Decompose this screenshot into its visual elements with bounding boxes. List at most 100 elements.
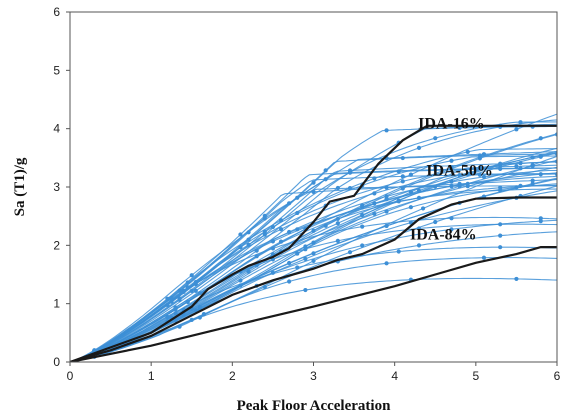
ida-record-point: [262, 216, 267, 221]
ida-record-point: [400, 186, 405, 191]
y-tick-label: 4: [53, 122, 60, 136]
ida-record-point: [197, 304, 202, 310]
ida-record-point: [416, 243, 422, 248]
ida-record-point: [238, 232, 243, 237]
y-tick-label: 0: [53, 355, 60, 369]
ida-record-point: [457, 181, 462, 187]
ida-record-point: [189, 273, 194, 278]
ida-record-point: [433, 167, 438, 172]
ida-record-curve: [70, 151, 557, 362]
ida-record-curve: [70, 277, 557, 362]
ida-record-curve: [70, 223, 557, 362]
ida-record-point: [278, 218, 284, 223]
annotations: IDA-16% IDA-50% IDA-84%: [410, 116, 493, 244]
y-axis-ticks: 0 1 2 3 4 5 6: [53, 5, 70, 369]
ida-record-point: [303, 256, 308, 261]
ida-record-point: [246, 269, 251, 274]
ida-record-point: [173, 305, 178, 310]
ida-record-point: [518, 166, 523, 171]
ida-record-point: [262, 284, 267, 290]
ida-record-point: [400, 155, 405, 161]
ida-record-point: [360, 224, 365, 229]
ida-record-point: [477, 156, 482, 161]
ida-record-point: [197, 315, 202, 320]
ida-record-point: [554, 159, 557, 164]
ida-record-point: [416, 226, 422, 231]
ida-record-point: [481, 255, 487, 260]
ida-record-point: [323, 168, 328, 173]
ida-fractile-curve: [70, 196, 557, 362]
ida-fractile-curves: [70, 124, 557, 362]
x-axis-title: Peak Floor Acceleration: [237, 398, 392, 414]
ida-record-point: [498, 222, 503, 227]
ida-record-point: [278, 227, 284, 232]
ida-record-point: [287, 260, 292, 266]
ida-record-curve: [70, 246, 557, 362]
ida-fractile-curve: [70, 124, 557, 362]
ida-record-curves: [70, 113, 557, 362]
ida-record-point: [514, 276, 519, 282]
ida-record-point: [554, 151, 557, 156]
ida-record-point: [554, 132, 557, 137]
y-tick-label: 5: [53, 63, 60, 77]
ida-record-point: [295, 265, 300, 270]
ida-record-point: [554, 172, 557, 177]
ida-record-point: [514, 127, 519, 132]
ida-record-point: [449, 158, 454, 163]
ida-record-point: [498, 188, 503, 193]
ida-record-point: [311, 180, 316, 185]
ida-record-point: [372, 191, 377, 196]
x-tick-label: 4: [391, 369, 398, 383]
ida-record-point: [481, 174, 487, 180]
ida-record-curve: [70, 173, 557, 362]
ida-record-point: [498, 233, 503, 238]
ida-record-point: [347, 170, 353, 175]
ida-record-point: [400, 179, 405, 184]
ida-record-point: [400, 174, 405, 179]
ida-record-point: [311, 258, 316, 264]
y-tick-label: 6: [53, 5, 60, 19]
ida-record-point: [295, 227, 300, 232]
ida-record-point: [433, 219, 438, 225]
ida-record-point: [360, 243, 365, 248]
ida-record-point: [384, 223, 389, 229]
x-axis-ticks: 0 1 2 3 4 5 6: [67, 362, 561, 383]
ida-record-point: [335, 221, 340, 226]
ida-record-point: [477, 172, 482, 177]
ida-record-point: [518, 183, 523, 188]
ida-record-curve: [70, 173, 557, 362]
ida-record-point: [278, 239, 284, 244]
y-tick-label: 2: [53, 238, 60, 252]
ida-record-point: [449, 216, 454, 221]
ida-record-point: [433, 164, 438, 169]
ida-record-point: [498, 245, 503, 250]
x-tick-label: 5: [472, 369, 479, 383]
ida-record-curve: [70, 185, 557, 362]
y-tick-label: 3: [53, 180, 60, 194]
fractile-annotation: IDA-84%: [410, 227, 477, 244]
ida-fractile-curve: [70, 246, 557, 362]
ida-record-point: [514, 164, 519, 169]
ida-record-point: [384, 194, 389, 199]
x-tick-label: 0: [67, 369, 74, 383]
ida-record-point: [384, 128, 389, 133]
ida-record-point: [193, 288, 198, 293]
ida-record-point: [465, 149, 470, 154]
fractile-annotation: IDA-50%: [426, 162, 493, 179]
ida-record-point: [335, 238, 340, 243]
ida-record-point: [538, 154, 543, 159]
ida-record-point: [481, 152, 487, 157]
ida-record-point: [185, 280, 190, 285]
ida-record-point: [189, 288, 194, 293]
ida-record-point: [408, 205, 413, 210]
ida-record-curve: [70, 148, 557, 362]
fractile-annotation: IDA-16%: [418, 116, 485, 133]
ida-record-point: [433, 136, 438, 141]
ida-record-point: [347, 250, 353, 255]
ida-record-point: [287, 279, 292, 284]
ida-record-point: [518, 120, 523, 125]
x-tick-label: 6: [554, 369, 561, 383]
ida-record-point: [416, 145, 422, 150]
ida-record-point: [449, 227, 454, 232]
